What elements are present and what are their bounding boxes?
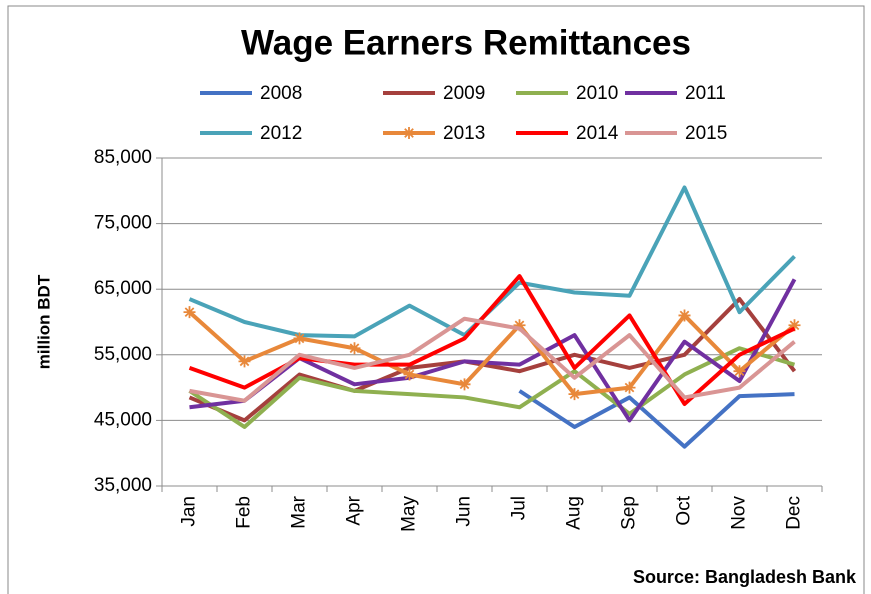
legend-label: 2011 [685, 83, 726, 104]
chart-title: Wage Earners Remittances [241, 23, 691, 62]
marker [788, 319, 801, 332]
legend-marker [403, 127, 415, 139]
x-tick-label: Jun [454, 496, 475, 527]
x-tick-label: Oct [674, 495, 695, 525]
chart-frame [7, 5, 865, 594]
marker [348, 342, 361, 355]
y-tick-label: 65,000 [94, 278, 152, 299]
legend-label: 2010 [576, 83, 618, 104]
x-tick-label: Jul [509, 496, 530, 520]
series-line [518, 389, 795, 449]
y-tick-label: 45,000 [94, 409, 152, 430]
y-tick-label: 55,000 [94, 344, 152, 365]
marker [678, 309, 691, 322]
x-tick-label: Nov [729, 496, 750, 530]
legend-label: 2012 [260, 123, 302, 144]
y-tick-label: 85,000 [94, 147, 152, 168]
y-tick-label: 35,000 [94, 475, 152, 496]
marker [623, 381, 636, 394]
series-line [188, 310, 796, 397]
x-tick-label: Apr [344, 495, 365, 525]
x-tick-label: Sep [619, 496, 640, 530]
marker [458, 378, 471, 391]
legend-label: 2013 [443, 123, 485, 144]
series-line [188, 297, 797, 423]
series-line [189, 316, 796, 403]
x-tick-label: Jan [179, 496, 200, 527]
legend-label: 2015 [685, 123, 727, 144]
series-line [188, 346, 796, 429]
source: Source: Bangladesh Bank [633, 567, 857, 587]
x-tick-label: Mar [289, 495, 310, 528]
marker [183, 306, 196, 319]
legend-label: 2009 [443, 83, 485, 104]
marker [568, 388, 581, 401]
y-tick-label: 75,000 [94, 213, 152, 234]
x-tick-label: Feb [234, 496, 255, 529]
marker [513, 319, 526, 332]
marker [733, 365, 746, 378]
x-tick-label: May [399, 496, 420, 532]
marker [238, 355, 251, 368]
marker [293, 332, 306, 345]
y-axis-label: million BDT [34, 274, 53, 369]
x-tick-label: Aug [564, 496, 585, 530]
x-tick-label: Dec [784, 496, 805, 530]
legend-label: 2014 [576, 123, 619, 144]
legend-label: 2008 [260, 83, 302, 104]
marker [403, 368, 416, 381]
